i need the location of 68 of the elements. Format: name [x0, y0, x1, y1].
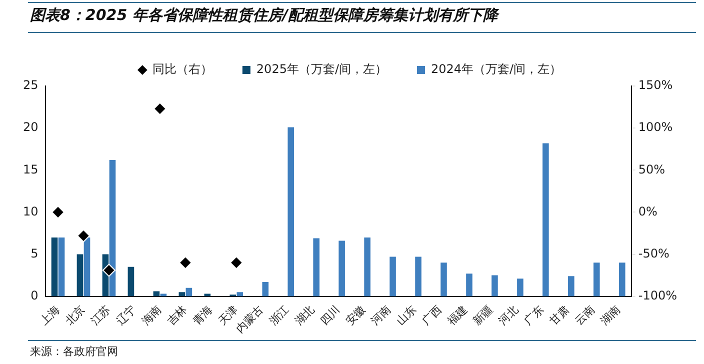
bar: [186, 288, 192, 296]
bar: [542, 143, 549, 296]
bar: [618, 262, 626, 296]
bar: [58, 237, 65, 296]
point: [153, 102, 166, 116]
x-tick-label: 广西: [420, 302, 444, 328]
x-tick-label: 海南: [139, 302, 164, 328]
bar: [390, 256, 396, 296]
bar: [440, 262, 447, 296]
bar: [593, 262, 600, 296]
point: [52, 206, 65, 219]
bar: [492, 275, 498, 296]
x-tick-label: 福建: [445, 302, 470, 328]
y2-tick-label: 0%: [638, 204, 658, 218]
x-tick-label: 甘肃: [547, 302, 572, 328]
x-tick-label: 北京: [62, 302, 88, 328]
y2-tick-label: 150%: [638, 78, 673, 92]
bar: [288, 127, 294, 296]
y-tick-label: 25: [22, 78, 38, 92]
bar: [364, 237, 370, 296]
y2-tick-label: 50%: [638, 162, 666, 176]
x-tick-label: 广东: [522, 302, 546, 328]
bar: [466, 274, 472, 296]
x-tick-label: 四川: [318, 302, 342, 328]
y2-tick-label: -50%: [638, 246, 670, 260]
x-tick-label: 山东: [394, 302, 419, 328]
bar: [338, 240, 345, 296]
x-tick-label: 浙江: [266, 302, 292, 328]
bar: [517, 278, 524, 296]
y2-tick-label: 100%: [638, 120, 673, 134]
bar: [262, 282, 269, 296]
y2-tick-label: -100%: [638, 288, 678, 302]
y-tick-label: 10: [22, 204, 38, 218]
x-tick-label: 青海: [190, 302, 216, 328]
point: [178, 256, 192, 270]
y-tick-label: 5: [30, 246, 38, 260]
legend-label: 2024年（万套/间，左）: [431, 62, 562, 76]
y-tick-label: 0: [30, 288, 38, 302]
y-tick-label: 20: [22, 120, 38, 134]
x-tick-label: 河南: [368, 302, 394, 328]
bar: [128, 266, 134, 296]
x-tick-label: 吉林: [164, 302, 190, 328]
x-tick-label: 河北: [496, 302, 521, 328]
x-tick-label: 江苏: [88, 302, 114, 328]
bar: [178, 292, 186, 296]
bar: [568, 276, 574, 296]
legend-label: 2025年（万套/间，左）: [256, 62, 388, 76]
bar: [76, 254, 84, 296]
bar: [109, 160, 116, 296]
x-tick-label: 新疆: [470, 302, 496, 328]
bar: [51, 237, 58, 296]
x-tick-label: 辽宁: [114, 302, 139, 328]
bar: [415, 256, 422, 296]
chart-title: 图表8：2025 年各省保障性租赁住房/配租型保障房筹集计划有所下降: [30, 6, 498, 25]
point: [230, 256, 243, 270]
x-tick-label: 湖北: [292, 302, 317, 328]
point: [102, 264, 116, 277]
y-tick-label: 15: [22, 162, 38, 176]
x-tick-label: 湖南: [598, 302, 623, 328]
source-note: 来源：各政府官网: [30, 345, 118, 358]
bar: [84, 237, 90, 296]
point: [76, 229, 90, 242]
bar: [236, 292, 244, 296]
x-tick-label: 云南: [572, 302, 598, 328]
x-tick-label: 安徽: [343, 302, 368, 328]
x-tick-label: 上海: [37, 302, 62, 328]
legend-label: 同比（右）: [152, 62, 212, 76]
bar: [313, 238, 320, 296]
